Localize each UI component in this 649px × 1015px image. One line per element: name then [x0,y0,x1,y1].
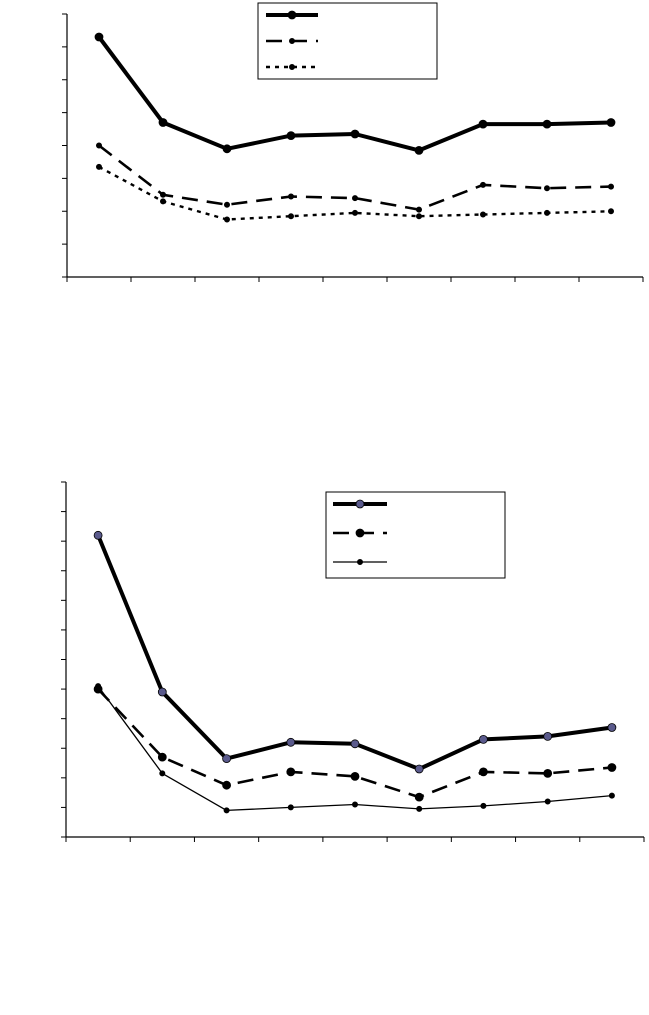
series-2-point [286,767,296,777]
series-3-point [480,802,487,809]
series-1-point [606,118,616,127]
legend-box [325,491,506,579]
series-1-point [350,739,360,749]
series-3-point [287,804,294,811]
series-2-point [222,780,232,790]
series-1-point [222,754,232,763]
series-3-point [159,198,166,205]
series-1-point [93,530,103,540]
series-2-point [223,201,230,208]
legend-marker-1 [355,499,365,509]
series-2-point [608,183,615,190]
legend-marker-3 [356,559,363,566]
series-2-point [543,769,553,778]
series-1-point [607,723,617,732]
series-3-point [351,801,358,808]
series-2-point [350,772,360,781]
legend-marker-3 [288,64,295,71]
series-3-point [608,792,615,799]
series-3-point [479,211,486,218]
series-1-point [478,119,488,129]
series-1-point [542,119,552,129]
series-2-point [96,142,103,149]
series-3-point [96,163,103,170]
series-3-point [544,798,551,805]
series-1-point [286,131,296,141]
series-1-point [158,118,168,127]
series-3-point [351,209,358,216]
series-2-line [98,144,612,211]
series-3-point [608,208,615,215]
series-1-point [543,732,553,741]
series-2-point [478,767,488,777]
series-1-point [94,32,104,42]
series-3-point [415,213,422,220]
series-3-point [287,213,294,220]
series-2-point [544,185,551,192]
chart-1 [62,2,644,282]
series-3-point [544,209,551,216]
legend-marker-2 [288,38,295,45]
legend-marker-2 [355,528,365,538]
series-2-point [287,193,294,200]
series-1-point [350,129,360,139]
series-2-point [607,763,617,772]
series-1-point [478,735,488,744]
series-3-point [95,683,102,690]
series-2-point [157,752,167,762]
series-2-point [159,191,166,198]
series-2-point [414,792,424,802]
chart-2 [61,481,645,842]
series-1-point [222,144,232,154]
series-1-point [414,145,424,155]
series-3-point [159,770,166,777]
series-3-point [223,807,230,814]
legend-marker-1 [287,10,297,20]
series-3-point [223,216,230,223]
series-2-point [415,206,422,213]
series-1-point [157,687,167,697]
series-2-point [479,181,486,188]
series-1-point [414,764,424,774]
series-1-point [286,737,296,747]
series-2-point [351,195,358,202]
series-3-point [416,805,423,812]
